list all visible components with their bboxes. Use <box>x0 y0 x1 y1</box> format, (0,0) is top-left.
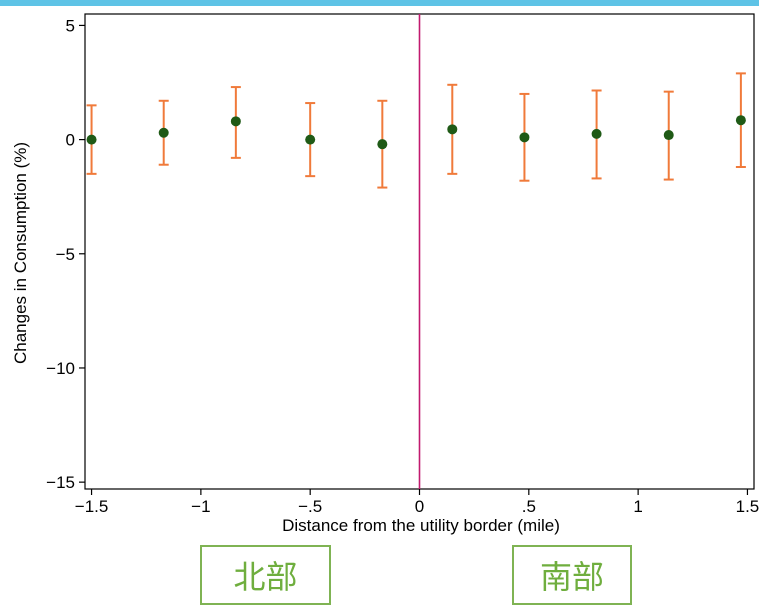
y-tick-label: −5 <box>56 245 75 264</box>
x-tick-label: −1 <box>191 497 210 516</box>
top-accent-bar <box>0 0 759 6</box>
x-tick-label: −.5 <box>298 497 322 516</box>
data-point <box>663 130 674 141</box>
y-axis-title: Changes in Consumption (%) <box>11 142 30 364</box>
y-tick-label: 0 <box>66 131 75 150</box>
data-point <box>305 134 316 145</box>
y-tick-label: 5 <box>66 16 75 35</box>
data-point <box>447 124 458 135</box>
data-point <box>735 115 746 126</box>
y-tick-label: −10 <box>46 359 75 378</box>
x-tick-label: .5 <box>522 497 536 516</box>
y-axis-ticks: 5 0 −5 −10 −15 <box>46 16 85 492</box>
data-point <box>158 127 169 138</box>
y-tick-label: −15 <box>46 473 75 492</box>
point-layer <box>86 115 746 150</box>
region-label-north: 北部 <box>200 545 331 605</box>
data-point <box>86 134 97 145</box>
x-axis-title: Distance from the utility border (mile) <box>282 516 560 535</box>
x-tick-label: 1 <box>633 497 642 516</box>
data-point <box>230 116 241 127</box>
x-axis-ticks: −1.5 −1 −.5 0 .5 1 1.5 <box>75 489 759 516</box>
x-tick-label: −1.5 <box>75 497 109 516</box>
x-tick-label: 0 <box>415 497 424 516</box>
region-label-south: 南部 <box>512 545 632 605</box>
data-point <box>377 139 388 150</box>
data-point <box>519 132 530 143</box>
x-tick-label: 1.5 <box>736 497 759 516</box>
error-bar-layer <box>86 72 746 189</box>
data-point <box>591 128 602 139</box>
